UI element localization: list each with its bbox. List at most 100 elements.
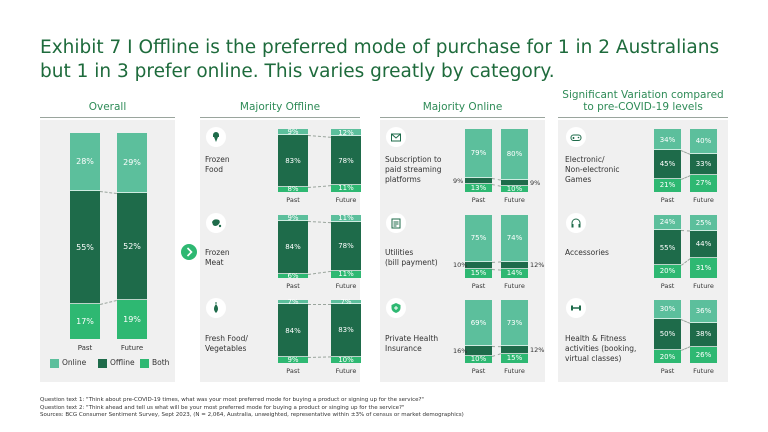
data-label: 10% xyxy=(470,355,487,364)
title-line-2: but 1 in 3 prefer online. This varies gr… xyxy=(40,61,555,82)
bar-segment-online xyxy=(70,133,100,191)
bar-segment-online xyxy=(501,129,528,180)
footnotes: Question text 1: "Think about pre-COVID-… xyxy=(40,397,740,420)
data-label: 17% xyxy=(76,316,94,326)
footnote-1: Question text 1: "Think about pre-COVID-… xyxy=(40,397,424,403)
category-label: Frozen Meat xyxy=(205,248,230,267)
vegetable-icon xyxy=(206,298,226,318)
bar-segment-both xyxy=(70,303,100,339)
data-label: 52% xyxy=(123,241,141,251)
bar-segment-online xyxy=(278,215,308,221)
section-title-variation-line-1: Significant Variation compared xyxy=(562,89,724,101)
bar-segment-online xyxy=(690,300,717,323)
data-label: 73% xyxy=(506,318,523,327)
bar-9-future: 36% 38% 26% xyxy=(690,300,717,363)
legend-swatch-offline xyxy=(98,358,107,368)
data-label: 33% xyxy=(695,160,712,169)
data-label: 75% xyxy=(470,234,487,243)
bar-2-future: 11% 78% 11% xyxy=(331,214,361,278)
section-rule-online xyxy=(380,117,545,118)
legend-item-both: Both xyxy=(140,358,169,368)
data-label: 7% xyxy=(340,298,352,307)
x-tick-label-past: Past xyxy=(471,196,486,204)
bar-segment-online xyxy=(690,129,717,155)
bar-9-past: 30% 50% 20% xyxy=(654,300,681,363)
bar-segment-online xyxy=(654,129,681,151)
data-label: 84% xyxy=(285,243,301,252)
bar-segment-both xyxy=(654,178,681,192)
data-label: 26% xyxy=(695,350,712,359)
bar-3-future: 7% 83% 10% xyxy=(331,298,361,364)
bar-segment-offline xyxy=(331,136,361,186)
headphones-icon xyxy=(566,213,586,233)
data-label-outside: 16% xyxy=(453,347,468,356)
bar-7-future: 40% 33% 27% xyxy=(690,129,717,192)
bar-segment-both xyxy=(690,346,717,363)
data-label: 44% xyxy=(695,240,712,249)
bar-1-future: 12% 78% 11% xyxy=(331,129,361,192)
bar-8-past: 24% 55% 20% xyxy=(654,215,681,278)
bar-segment-both xyxy=(465,268,492,278)
category-label: Private Health Insurance xyxy=(385,334,439,353)
bar-segment-offline xyxy=(331,221,361,272)
x-tick-label-future: Future xyxy=(335,282,357,290)
bar-segment-offline xyxy=(654,230,681,266)
bar-7-past: 34% 45% 21% xyxy=(654,129,681,192)
segment-connector xyxy=(308,304,331,306)
data-label: 45% xyxy=(659,160,676,169)
x-tick-label-future: Future xyxy=(335,196,357,204)
bar-3-past: 7% 84% 9% xyxy=(278,298,308,364)
bar-segment-offline xyxy=(690,322,717,347)
data-label: 11% xyxy=(338,184,354,193)
bar-segment-both xyxy=(654,265,681,278)
section-title-majority-offline: Majority Offline xyxy=(239,101,321,113)
bar-segment-offline xyxy=(278,134,308,187)
bar-segment-both xyxy=(331,356,361,363)
data-label: 27% xyxy=(695,179,712,188)
x-tick-label-past: Past xyxy=(471,282,486,290)
bar-segment-offline xyxy=(690,154,717,175)
data-label: 7% xyxy=(287,298,299,307)
data-label-outside: 10% xyxy=(453,261,468,270)
data-label: 21% xyxy=(659,181,676,190)
bar-1-past: 9% 83% 8% xyxy=(278,128,308,193)
x-tick-label-past: Past xyxy=(660,367,675,375)
data-label: 78% xyxy=(338,156,354,165)
data-label: 25% xyxy=(695,218,712,227)
bar-segment-offline xyxy=(654,318,681,351)
dumbbell-icon xyxy=(566,298,586,318)
bar-segment-both xyxy=(331,271,361,278)
data-label: 24% xyxy=(659,218,676,227)
x-tick-label-past: Past xyxy=(286,367,300,375)
data-label: 28% xyxy=(76,157,94,167)
legend-label-both: Both xyxy=(152,358,170,367)
bar-segment-both xyxy=(465,183,492,192)
data-label: 78% xyxy=(338,242,354,251)
bar-segment-offline xyxy=(278,304,308,358)
bar-segment-both xyxy=(278,186,308,192)
meat-icon xyxy=(206,213,226,233)
data-label: 12% xyxy=(338,128,354,137)
bar-segment-both xyxy=(278,274,308,278)
data-label: 50% xyxy=(659,330,676,339)
data-label: 15% xyxy=(506,354,523,363)
bar-segment-both xyxy=(278,357,308,363)
data-label: 9% xyxy=(287,355,299,364)
legend-swatch-online xyxy=(50,358,59,368)
data-label: 80% xyxy=(506,150,523,159)
data-label: 20% xyxy=(659,267,676,276)
x-tick-label-past: Past xyxy=(471,367,486,375)
x-tick-label-future: Future xyxy=(693,282,714,290)
bar-5-future: 74% 14% xyxy=(501,215,528,278)
x-tick-label-past: Past xyxy=(286,196,300,204)
segment-connector xyxy=(491,268,501,271)
bar-segment-both xyxy=(501,353,528,363)
bar-segment-online xyxy=(654,300,681,319)
bar-segment-online xyxy=(331,129,361,137)
legend-label-online: Online xyxy=(62,358,87,367)
data-label-outside: 12% xyxy=(530,261,545,270)
data-label: 40% xyxy=(695,137,712,146)
data-label: 55% xyxy=(76,242,94,252)
legend-swatch-both xyxy=(140,358,149,368)
data-label: 10% xyxy=(506,184,523,193)
